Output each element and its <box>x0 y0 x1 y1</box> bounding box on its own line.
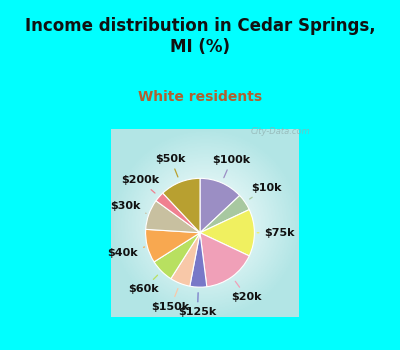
Text: Income distribution in Cedar Springs,
MI (%): Income distribution in Cedar Springs, MI… <box>25 17 375 56</box>
Text: $100k: $100k <box>213 155 251 178</box>
Text: $150k: $150k <box>152 288 190 312</box>
Text: $40k: $40k <box>108 247 144 258</box>
Wedge shape <box>154 233 200 279</box>
Wedge shape <box>156 193 200 233</box>
Text: $30k: $30k <box>110 201 146 214</box>
Text: City-Data.com: City-Data.com <box>250 127 310 136</box>
Text: White residents: White residents <box>138 90 262 104</box>
Wedge shape <box>146 201 200 233</box>
Wedge shape <box>200 233 249 287</box>
Wedge shape <box>163 178 200 233</box>
Text: $125k: $125k <box>178 293 217 317</box>
Wedge shape <box>200 196 249 233</box>
Wedge shape <box>200 178 240 233</box>
Wedge shape <box>146 229 200 262</box>
Wedge shape <box>190 233 207 287</box>
Wedge shape <box>200 210 254 256</box>
Text: $60k: $60k <box>128 275 159 294</box>
Text: $75k: $75k <box>257 228 295 238</box>
Wedge shape <box>171 233 200 286</box>
Text: $10k: $10k <box>250 183 281 199</box>
Text: $20k: $20k <box>232 281 262 302</box>
Text: $50k: $50k <box>156 154 186 177</box>
Text: $200k: $200k <box>121 175 159 193</box>
